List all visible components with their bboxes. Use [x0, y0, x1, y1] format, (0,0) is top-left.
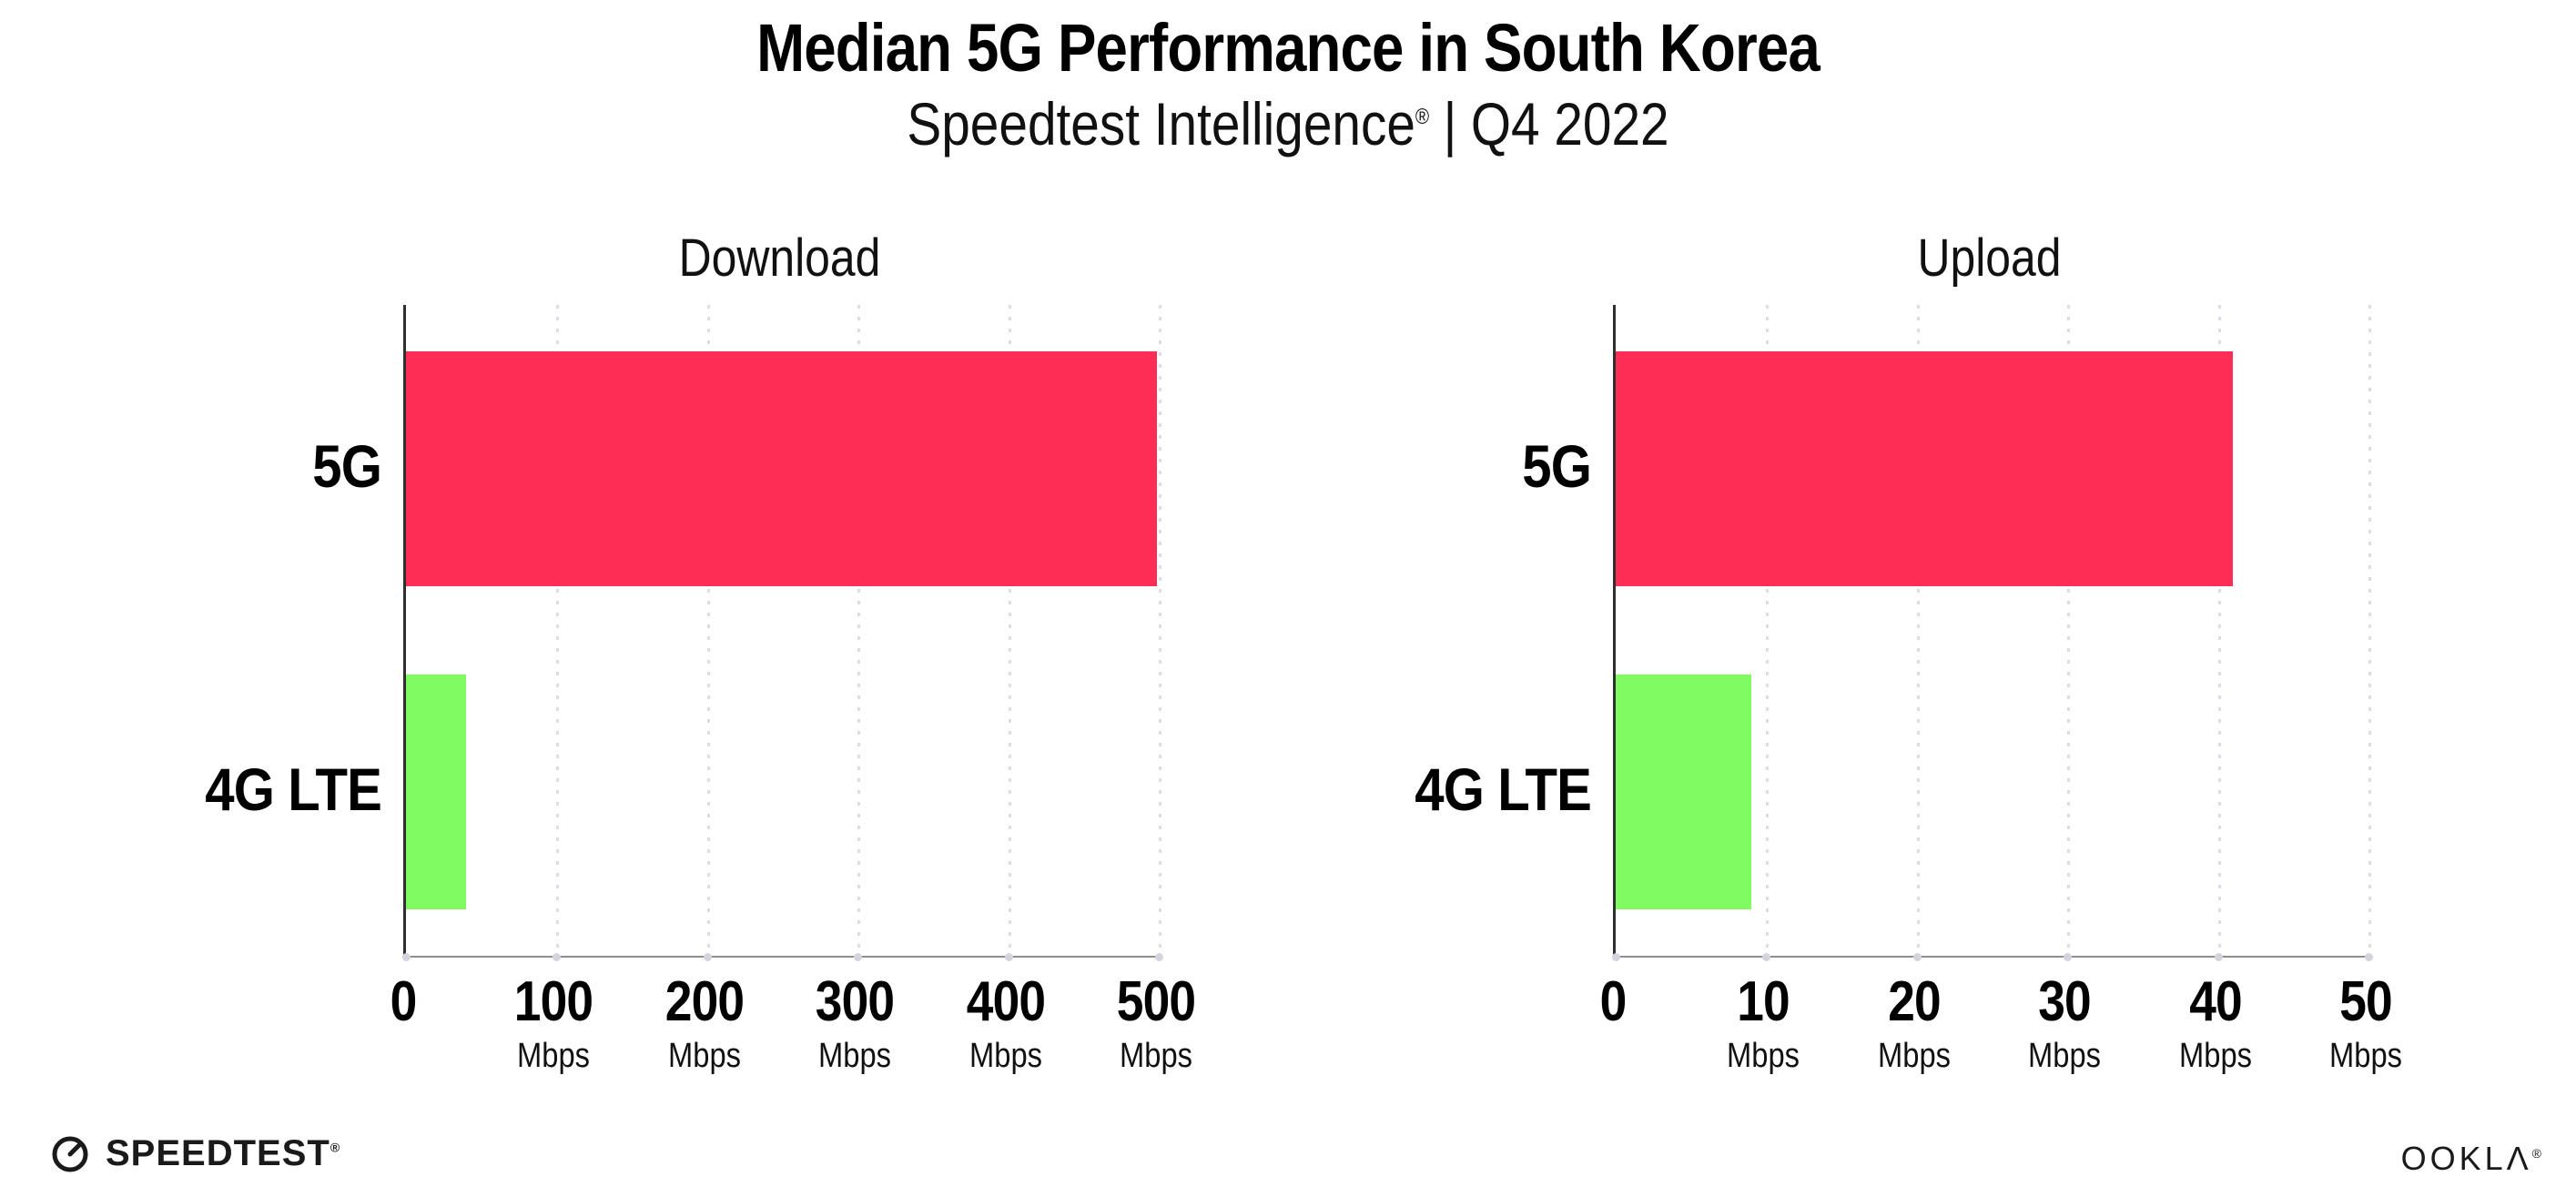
download-chart-panel: Download 0 100 Mbps 200 Mbps 300 Mbps 400 Mbps 50…	[167, 228, 1196, 1147]
speedtest-registered-mark-icon: ®	[330, 1140, 341, 1155]
x-tick-label-500: 500 Mbps	[1111, 972, 1202, 1076]
x-tick-value: 400	[966, 970, 1045, 1033]
axis-tick-mark	[553, 953, 562, 961]
axis-tick-mark	[2064, 953, 2073, 961]
bar-4g-lte	[406, 675, 467, 909]
x-tick-label-20: 20 Mbps	[1871, 972, 1956, 1076]
x-tick-value: 30	[2038, 970, 2091, 1033]
bar-4g-lte	[1616, 675, 1751, 909]
x-tick-value: 500	[1116, 970, 1196, 1033]
x-tick-value: 300	[815, 970, 895, 1033]
x-tick-unit: Mbps	[2329, 1037, 2402, 1075]
ookla-registered-mark-icon: ®	[2531, 1146, 2545, 1161]
gridline-500	[1159, 305, 1161, 956]
download-x-axis: 0 100 Mbps 200 Mbps 300 Mbps 400 Mbps 500 Mbps	[390, 972, 1196, 1145]
gridline-30	[2067, 305, 2071, 956]
page-subtitle: Speedtest Intelligence® | Q4 2022	[180, 89, 2396, 158]
gridline-40	[2217, 305, 2221, 956]
x-tick-value: 0	[1599, 970, 1628, 1033]
x-tick-unit: Mbps	[1120, 1037, 1192, 1075]
gridline-400	[1008, 305, 1011, 956]
download-plot-area	[402, 305, 1163, 961]
ookla-wordmark-text: OOKLΛ	[2400, 1140, 2532, 1177]
x-tick-value: 200	[664, 970, 745, 1033]
ookla-logo: OOKLΛ®	[2401, 1140, 2545, 1178]
x-tick-value: 100	[514, 970, 593, 1033]
upload-chart-panel: Upload 0 10 Mbps 20 Mbps 30 Mbps 40 Mbps 50 Mbps 5…	[1376, 228, 2402, 1147]
axis-tick-mark	[1612, 953, 1620, 961]
x-tick-label-0: 0	[1597, 972, 1628, 1032]
download-chart-title: Download	[678, 228, 881, 288]
page-title: Median 5G Performance in South Korea	[756, 10, 1820, 86]
axis-tick-mark	[854, 953, 863, 961]
speedtest-wordmark: SPEEDTEST®	[106, 1133, 340, 1174]
axis-tick-mark	[2365, 953, 2373, 961]
x-tick-label-40: 40 Mbps	[2173, 972, 2257, 1076]
x-tick-label-100: 100 Mbps	[508, 972, 599, 1076]
axis-tick-mark	[703, 953, 712, 961]
gridline-20	[1916, 305, 1920, 956]
upload-plot-area	[1612, 305, 2373, 961]
axis-tick-mark	[402, 953, 411, 961]
gridline-100	[556, 305, 560, 956]
upload-chart-title: Upload	[1917, 228, 2062, 288]
x-tick-unit: Mbps	[517, 1037, 591, 1075]
x-tick-value: 40	[2188, 970, 2242, 1033]
x-tick-unit: Mbps	[818, 1037, 892, 1075]
ookla-wordmark: OOKLΛ®	[2401, 1140, 2545, 1178]
category-label-5g: 5G	[1522, 431, 1592, 500]
speedtest-gauge-icon	[52, 1136, 88, 1172]
gridline-50	[2368, 305, 2371, 956]
x-tick-unit: Mbps	[1727, 1037, 1800, 1075]
x-tick-value: 20	[1887, 970, 1941, 1033]
x-tick-unit: Mbps	[667, 1037, 741, 1075]
x-tick-value: 10	[1737, 970, 1790, 1033]
x-tick-unit: Mbps	[2178, 1037, 2252, 1075]
gridline-10	[1766, 305, 1770, 956]
x-tick-label-200: 200 Mbps	[659, 972, 750, 1076]
x-tick-value: 0	[390, 970, 418, 1033]
x-tick-label-400: 400 Mbps	[959, 972, 1050, 1076]
x-tick-label-50: 50 Mbps	[2324, 972, 2409, 1076]
axis-tick-mark	[1912, 953, 1922, 961]
x-tick-value: 50	[2339, 970, 2392, 1033]
bar-5g	[1616, 351, 2234, 586]
registered-mark-icon: ®	[1415, 105, 1430, 129]
x-tick-unit: Mbps	[2028, 1037, 2102, 1075]
gridline-200	[706, 305, 710, 956]
x-tick-label-0: 0	[388, 972, 418, 1032]
category-label-5g: 5G	[312, 431, 382, 500]
gridline-300	[857, 305, 861, 956]
axis-tick-mark	[2214, 953, 2223, 961]
x-tick-label-30: 30 Mbps	[2023, 972, 2107, 1076]
upload-x-axis: 0 10 Mbps 20 Mbps 30 Mbps 40 Mbps 50 Mbps	[1600, 972, 2402, 1145]
x-tick-unit: Mbps	[969, 1037, 1042, 1075]
x-tick-label-300: 300 Mbps	[809, 972, 900, 1076]
x-tick-label-10: 10 Mbps	[1721, 972, 1806, 1076]
axis-tick-mark	[1762, 953, 1771, 961]
category-label-4g-lte: 4G LTE	[205, 755, 382, 823]
x-tick-unit: Mbps	[1877, 1037, 1951, 1075]
speedtest-wordmark-text: SPEEDTEST	[106, 1132, 330, 1173]
axis-tick-mark	[1004, 953, 1013, 961]
axis-tick-mark	[1155, 953, 1163, 961]
subtitle-brand: Speedtest Intelligence	[907, 90, 1415, 157]
category-label-4g-lte: 4G LTE	[1415, 755, 1592, 823]
bar-5g	[406, 351, 1158, 586]
subtitle-separator: |	[1443, 90, 1457, 157]
speedtest-logo: SPEEDTEST®	[49, 1132, 340, 1174]
subtitle-period: Q4 2022	[1470, 90, 1669, 157]
